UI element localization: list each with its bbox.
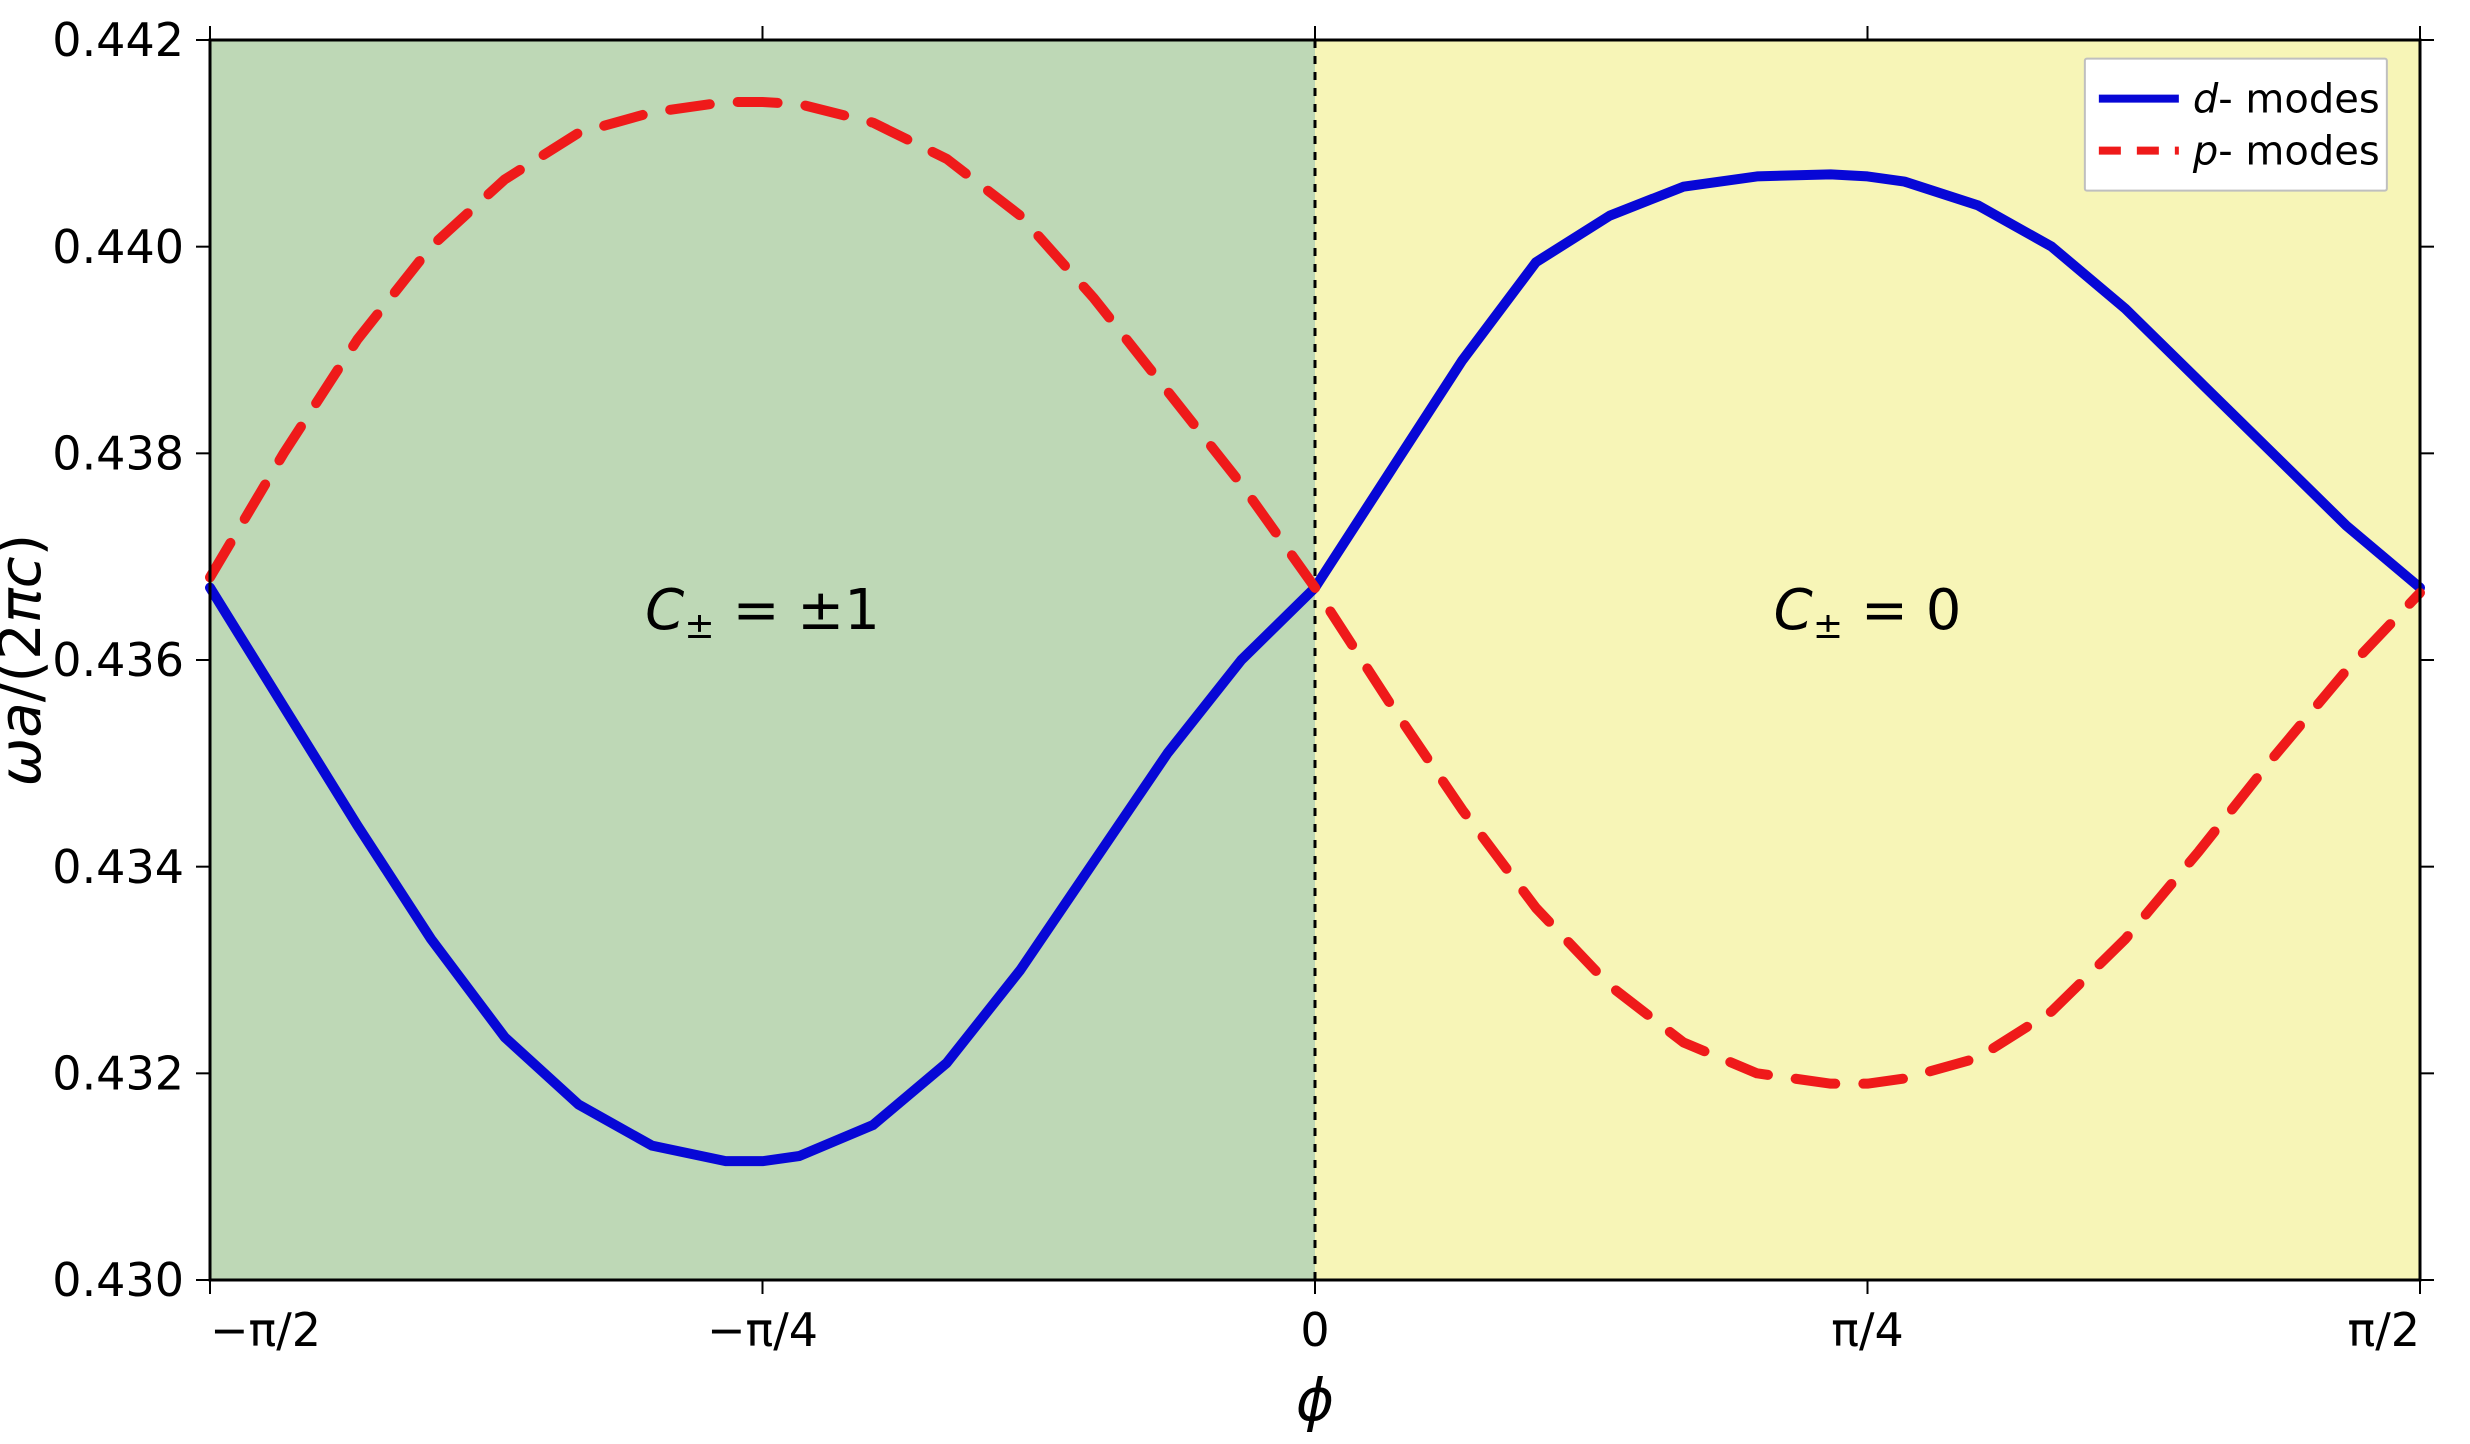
ytick-label: 0.434: [52, 840, 184, 894]
y-axis-label: ωa/(2πc): [0, 534, 54, 787]
ytick-label: 0.438: [52, 426, 184, 480]
ytick-label: 0.436: [52, 633, 184, 687]
x-axis-label: ϕ: [1296, 1366, 1334, 1434]
xtick-label: π/2: [2348, 1303, 2420, 1357]
annotation: C± = 0: [1774, 578, 1962, 647]
ytick-label: 0.442: [52, 13, 184, 67]
chart-container: 0.430 0.432 0.434 0.436 0.438 0.440 0.442 −π/2 −…: [0, 0, 2470, 1444]
xtick-label: −π/2: [210, 1303, 321, 1357]
region-right: [1315, 40, 2420, 1280]
ytick-label: 0.430: [52, 1253, 184, 1307]
chart-svg: 0.430 0.432 0.434 0.436 0.438 0.440 0.442 −π/2 −…: [0, 0, 2470, 1444]
legend: d- modes p- modes: [2085, 59, 2387, 191]
ytick-label: 0.432: [52, 1046, 184, 1100]
legend-label-p_modes: p- modes: [2192, 129, 2380, 175]
ytick-label: 0.440: [52, 220, 184, 274]
xtick-label: −π/4: [707, 1303, 818, 1357]
xtick-label: 0: [1300, 1303, 1329, 1357]
legend-label-d_modes: d- modes: [2193, 77, 2380, 123]
xtick-label: π/4: [1831, 1303, 1903, 1357]
annotation: C± = ±1: [645, 578, 880, 647]
region-left: [210, 40, 1315, 1280]
